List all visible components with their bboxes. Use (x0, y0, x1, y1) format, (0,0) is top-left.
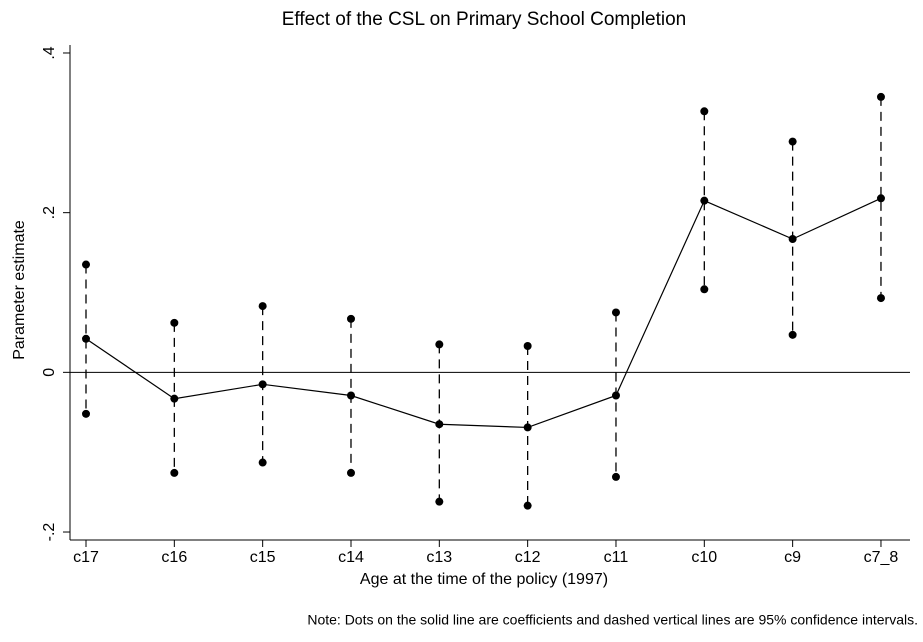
ci-dot (876, 92, 885, 101)
y-tick-label: -.2 (41, 523, 58, 542)
x-tick-label: c15 (250, 549, 276, 566)
ci-dot (82, 409, 90, 418)
ci-dot (346, 468, 355, 477)
ci-dot (258, 302, 267, 311)
x-tick-label: c14 (338, 549, 364, 566)
estimate-dot (788, 235, 797, 244)
ci-dot (346, 314, 355, 323)
y-axis-title: Parameter estimate (11, 220, 28, 360)
estimate-dot (82, 334, 90, 343)
x-tick-label: c13 (426, 549, 452, 566)
ci-dot (258, 458, 267, 467)
ci-dot (435, 340, 444, 349)
ci-dot (170, 468, 179, 477)
y-tick-label: 0 (41, 368, 58, 377)
x-tick-label: c7_8 (864, 549, 899, 566)
ci-dot (611, 472, 620, 481)
ci-dot (700, 285, 709, 294)
ci-dot (523, 341, 532, 350)
x-tick-label: c9 (784, 549, 801, 566)
estimate-dot (170, 394, 179, 403)
y-tick-label: .2 (41, 206, 58, 219)
x-tick-label: c12 (515, 549, 541, 566)
x-tick-label: c11 (604, 549, 629, 566)
ci-dot (788, 330, 797, 339)
estimate-dot (523, 423, 532, 432)
estimate-dot (258, 380, 267, 389)
ci-dot (82, 260, 90, 269)
estimate-dot (700, 196, 709, 205)
ci-dot (876, 294, 885, 303)
y-tick-label: .4 (41, 46, 58, 59)
ci-dot (523, 501, 532, 510)
ci-dot (170, 318, 179, 327)
ci-dot (788, 137, 797, 146)
estimate-dot (876, 194, 885, 203)
x-axis-title: Age at the time of the policy (1997) (360, 571, 608, 588)
estimate-dot (435, 420, 444, 429)
x-tick-label: c16 (161, 549, 187, 566)
ci-dot (700, 107, 709, 116)
ci-dot (611, 308, 620, 317)
ci-dot (435, 497, 444, 506)
chart-title: Effect of the CSL on Primary School Comp… (282, 9, 686, 30)
x-tick-label: c17 (73, 549, 99, 566)
estimate-line (85, 197, 882, 429)
estimate-dot (346, 391, 355, 400)
estimate-dot (611, 391, 620, 400)
x-tick-label: c10 (691, 549, 717, 566)
note: Note: Dots on the solid line are coeffic… (307, 612, 918, 628)
